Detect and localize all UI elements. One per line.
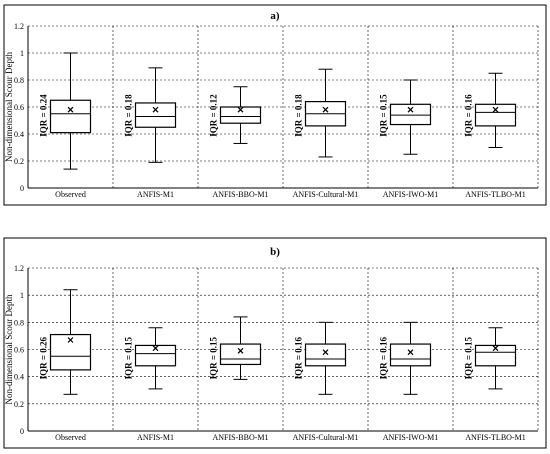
mean-marker — [322, 106, 329, 113]
y-tick-label: 0.4 — [14, 373, 24, 382]
x-category-label: ANFIS-TLBO-M1 — [465, 433, 525, 442]
iqr-label: IQR = 0.26 — [39, 337, 49, 380]
iqr-label: IQR = 0.15 — [379, 94, 389, 137]
y-axis-label: Non-dimensional Scour Depth — [4, 52, 14, 162]
panel-frame — [3, 4, 547, 206]
mean-marker — [67, 106, 74, 113]
mean-marker — [152, 106, 159, 113]
y-tick-label: 0.8 — [14, 76, 24, 85]
y-tick-label: 0.6 — [14, 346, 24, 355]
y-tick-label: 0 — [20, 184, 24, 193]
iqr-label: IQR = 0.15 — [209, 337, 219, 380]
iqr-label: IQR = 0.18 — [124, 94, 134, 137]
iqr-box — [219, 106, 262, 124]
x-category-label: Observed — [55, 190, 86, 199]
y-tick-label: 0.4 — [14, 130, 24, 139]
mean-marker — [492, 106, 499, 113]
iqr-label: IQR = 0.18 — [294, 94, 304, 137]
y-tick-label: 0 — [20, 427, 24, 436]
iqr-box — [474, 344, 517, 367]
panel-title: a) — [270, 10, 280, 22]
x-category-label: ANFIS-IWO-M1 — [383, 433, 439, 442]
y-tick-label: 1.2 — [14, 264, 24, 273]
x-category-label: ANFIS-BBO-M1 — [212, 190, 268, 199]
iqr-label: IQR = 0.24 — [39, 94, 49, 137]
iqr-label: IQR = 0.16 — [294, 337, 304, 380]
panel-frame — [3, 237, 547, 449]
y-tick-label: 1 — [20, 49, 24, 58]
iqr-label: IQR = 0.16 — [379, 337, 389, 380]
x-category-label: ANFIS-M1 — [137, 190, 174, 199]
y-tick-label: 0.6 — [14, 103, 24, 112]
x-category-label: ANFIS-M1 — [137, 433, 174, 442]
mean-marker — [67, 337, 74, 343]
mean-marker — [237, 347, 244, 354]
x-category-label: ANFIS-Cultural-M1 — [293, 190, 359, 199]
x-category-label: ANFIS-Cultural-M1 — [293, 433, 359, 442]
iqr-box — [134, 344, 177, 367]
mean-marker — [492, 345, 499, 352]
x-category-label: ANFIS-TLBO-M1 — [465, 190, 525, 199]
y-tick-label: 0.8 — [14, 318, 24, 327]
iqr-box — [474, 103, 517, 127]
panel-a: 0 0.2 0.4 0.6 0.8 1 1.2 a) Non-dimensional Scour… — [3, 4, 547, 206]
x-category-label: ANFIS-IWO-M1 — [383, 190, 439, 199]
mean-marker — [407, 106, 414, 113]
y-tick-label: 1 — [20, 291, 24, 300]
mean-marker — [322, 349, 329, 356]
iqr-label: IQR = 0.15 — [464, 337, 474, 380]
iqr-label: IQR = 0.15 — [124, 337, 134, 380]
iqr-box — [389, 343, 432, 367]
x-category-label: Observed — [55, 433, 86, 442]
iqr-label: IQR = 0.12 — [209, 94, 219, 137]
panel-b: 0 0.2 0.4 0.6 0.8 1 1.2 b) Non-dimensional Scour… — [3, 237, 547, 449]
y-tick-label: 1.2 — [14, 22, 24, 31]
iqr-box — [389, 103, 432, 126]
y-tick-label: 0.2 — [14, 400, 24, 409]
panel-title: b) — [270, 246, 280, 258]
y-axis-label: Non-dimensional Scour Depth — [4, 294, 14, 404]
mean-marker — [152, 345, 159, 352]
mean-marker — [237, 106, 244, 113]
iqr-box — [304, 343, 347, 367]
mean-marker — [407, 349, 414, 356]
iqr-box — [219, 343, 262, 366]
iqr-box — [134, 102, 177, 128]
iqr-box — [49, 99, 92, 134]
y-tick-label: 0.2 — [14, 157, 24, 166]
iqr-label: IQR = 0.16 — [464, 94, 474, 137]
x-category-label: ANFIS-BBO-M1 — [212, 433, 268, 442]
